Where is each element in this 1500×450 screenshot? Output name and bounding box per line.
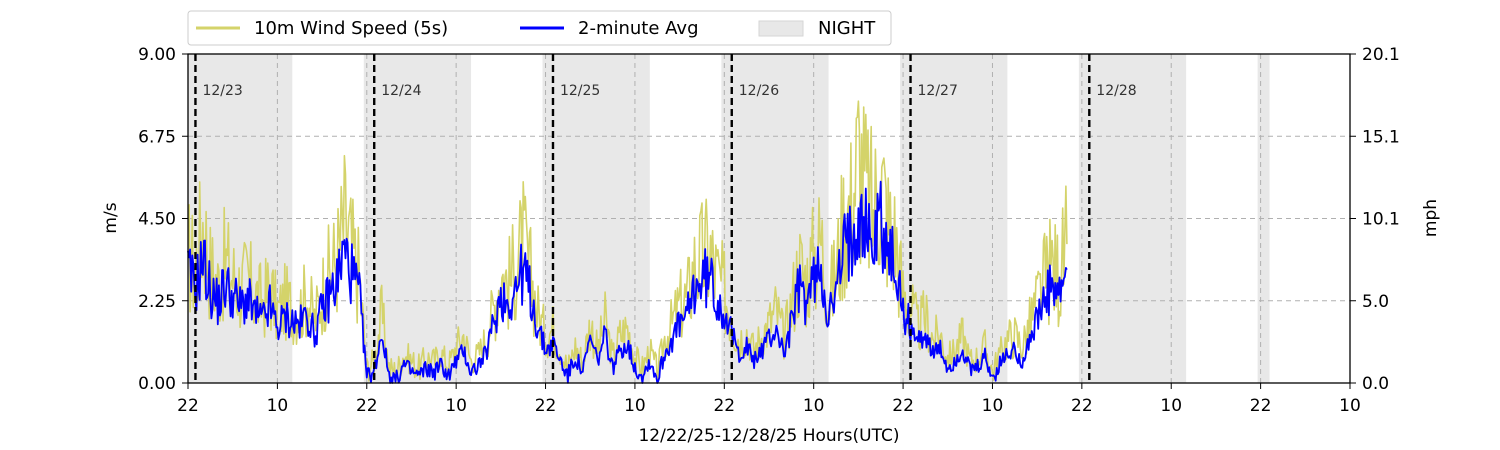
- day-markers: 12/23 12/24 12/25 12/26 12/27 12/28: [194, 54, 1137, 383]
- x-tick-label-0: 22: [177, 396, 199, 416]
- day-marker-label-0: 12/23: [202, 83, 242, 99]
- y-right-tick-label-4: 20.1: [1362, 45, 1400, 65]
- x-axis-title: 12/22/25-12/28/25 Hours(UTC): [638, 426, 899, 446]
- avg-series-line: [187, 180, 1068, 384]
- day-marker-label-3: 12/26: [739, 83, 779, 99]
- legend-raw-label: 10m Wind Speed (5s): [254, 18, 448, 39]
- day-marker-label-4: 12/27: [918, 83, 958, 99]
- y-right-tick-label-2: 10.1: [1362, 210, 1400, 230]
- day-marker-label-2: 12/25: [560, 83, 600, 99]
- x-tick-label-7: 10: [803, 396, 825, 416]
- x-tick-label-13: 10: [1339, 396, 1361, 416]
- day-marker-label-1: 12/24: [381, 83, 421, 99]
- y-tick-label-0: 0.00: [138, 374, 176, 394]
- y-tick-label-3: 6.75: [138, 127, 176, 147]
- x-tick-label-9: 10: [982, 396, 1004, 416]
- y-tick-label-4: 9.00: [138, 45, 176, 65]
- legend-night-swatch: [758, 20, 804, 37]
- x-tick-label-8: 22: [892, 396, 914, 416]
- y-right-tick-label-3: 15.1: [1362, 127, 1400, 147]
- x-tick-label-4: 22: [535, 396, 557, 416]
- y-axis-title: m/s: [101, 202, 121, 233]
- x-tick-label-10: 22: [1071, 396, 1093, 416]
- legend-night-label: NIGHT: [818, 18, 876, 39]
- legend-avg-label: 2-minute Avg: [578, 18, 699, 39]
- x-tick-label-6: 22: [713, 396, 735, 416]
- x-tick-label-3: 10: [445, 396, 467, 416]
- y-axis-ticks: 0.00 2.25 4.50 6.75 9.00: [138, 45, 188, 394]
- night-band-5: [1078, 54, 1187, 383]
- y-axis-right-title: mph: [1421, 199, 1441, 237]
- x-tick-label-1: 10: [267, 396, 289, 416]
- avg-series: [187, 180, 1068, 384]
- legend: 10m Wind Speed (5s) 2-minute Avg NIGHT: [187, 10, 892, 46]
- y-axis-right-ticks: 0.0 5.0 10.1 15.1 20.1: [1350, 45, 1400, 394]
- x-axis-ticks: 22 10 22 10 22 10 22 10 22 10 22 10 22 10: [177, 383, 1361, 416]
- x-tick-label-5: 10: [624, 396, 646, 416]
- y-right-tick-label-0: 0.0: [1362, 374, 1389, 394]
- y-tick-label-1: 2.25: [138, 292, 176, 312]
- day-marker-label-5: 12/28: [1096, 83, 1136, 99]
- x-tick-label-12: 22: [1250, 396, 1272, 416]
- x-tick-label-2: 22: [356, 396, 378, 416]
- x-tick-label-11: 10: [1160, 396, 1182, 416]
- y-tick-label-2: 4.50: [138, 210, 176, 230]
- y-right-tick-label-1: 5.0: [1362, 292, 1389, 312]
